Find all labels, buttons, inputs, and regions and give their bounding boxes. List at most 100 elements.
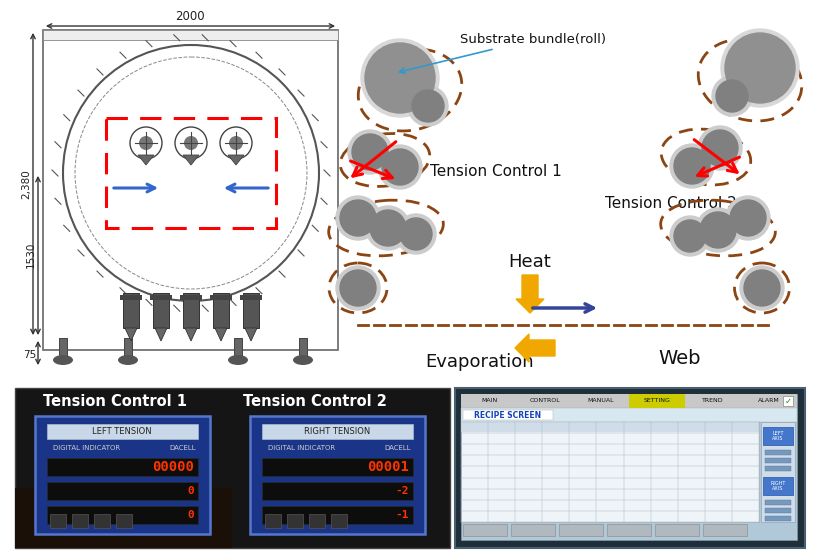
Bar xyxy=(463,524,507,536)
Bar xyxy=(180,295,202,300)
Text: RIGHT TENSION: RIGHT TENSION xyxy=(304,427,370,436)
Bar xyxy=(43,30,338,40)
Circle shape xyxy=(365,43,435,113)
Polygon shape xyxy=(138,155,154,165)
Circle shape xyxy=(716,80,748,112)
Bar xyxy=(761,422,795,522)
Bar xyxy=(213,293,229,328)
Bar xyxy=(331,514,347,528)
Text: 0: 0 xyxy=(187,486,194,496)
Bar xyxy=(265,514,281,528)
Bar xyxy=(124,338,132,356)
Bar xyxy=(765,500,791,505)
Circle shape xyxy=(674,148,710,184)
Bar xyxy=(765,450,791,455)
Bar xyxy=(47,424,198,439)
Bar xyxy=(765,458,791,463)
Polygon shape xyxy=(215,328,227,341)
Circle shape xyxy=(382,149,418,185)
Circle shape xyxy=(336,266,380,310)
Bar xyxy=(299,338,307,356)
Bar xyxy=(783,396,793,406)
Bar xyxy=(47,482,198,500)
Bar xyxy=(511,524,555,536)
Circle shape xyxy=(139,136,153,150)
Bar xyxy=(120,295,142,300)
Text: -2: -2 xyxy=(395,486,409,496)
Text: TREND: TREND xyxy=(703,398,724,403)
Circle shape xyxy=(336,196,380,240)
Circle shape xyxy=(726,196,770,240)
Text: MAIN: MAIN xyxy=(481,398,497,403)
Text: 1530: 1530 xyxy=(26,242,36,268)
Text: Web: Web xyxy=(659,349,701,368)
Bar xyxy=(763,427,793,445)
Circle shape xyxy=(730,200,766,236)
Bar xyxy=(559,524,603,536)
Text: SETTING: SETTING xyxy=(644,398,671,403)
Polygon shape xyxy=(183,155,199,165)
Ellipse shape xyxy=(118,355,138,365)
Bar xyxy=(455,388,805,548)
Text: Tension Control 2: Tension Control 2 xyxy=(243,395,387,410)
Bar xyxy=(94,514,110,528)
Bar xyxy=(262,424,413,439)
Bar xyxy=(765,516,791,521)
Bar xyxy=(123,293,139,328)
Bar xyxy=(240,295,262,300)
Text: Substrate bundle(roll): Substrate bundle(roll) xyxy=(399,33,606,73)
Circle shape xyxy=(408,86,448,126)
Circle shape xyxy=(366,206,410,250)
Bar xyxy=(461,394,797,540)
Circle shape xyxy=(725,33,795,103)
Circle shape xyxy=(361,39,439,117)
Bar xyxy=(250,416,425,534)
Bar xyxy=(765,508,791,513)
Circle shape xyxy=(721,29,799,107)
Bar xyxy=(703,524,747,536)
Bar xyxy=(463,410,553,420)
Polygon shape xyxy=(185,328,197,341)
Bar xyxy=(607,524,651,536)
Circle shape xyxy=(229,136,243,150)
Polygon shape xyxy=(125,328,137,341)
Bar xyxy=(210,295,232,300)
Circle shape xyxy=(744,270,780,306)
Text: MANUAL: MANUAL xyxy=(588,398,615,403)
Bar xyxy=(655,524,699,536)
Bar xyxy=(461,394,797,408)
Bar xyxy=(461,408,797,422)
Bar xyxy=(262,506,413,524)
Bar xyxy=(629,394,685,408)
Circle shape xyxy=(412,90,444,122)
Text: Tension Control 1: Tension Control 1 xyxy=(430,165,562,180)
Circle shape xyxy=(712,76,752,116)
Circle shape xyxy=(184,136,198,150)
Bar xyxy=(106,118,276,228)
Text: DACELL: DACELL xyxy=(385,445,411,451)
Text: DIGITAL INDICATOR: DIGITAL INDICATOR xyxy=(53,445,120,451)
Text: DIGITAL INDICATOR: DIGITAL INDICATOR xyxy=(268,445,335,451)
Circle shape xyxy=(352,134,388,170)
Ellipse shape xyxy=(228,355,248,365)
Bar xyxy=(262,458,413,476)
Text: RECIPE SCREEN: RECIPE SCREEN xyxy=(474,411,541,420)
Text: 0: 0 xyxy=(187,510,194,520)
FancyArrow shape xyxy=(516,275,544,313)
Bar xyxy=(153,293,169,328)
Circle shape xyxy=(396,214,436,254)
Text: RIGHT
AXIS: RIGHT AXIS xyxy=(770,480,786,492)
Circle shape xyxy=(348,130,392,174)
Text: ALARM: ALARM xyxy=(758,398,780,403)
Text: 2,380: 2,380 xyxy=(21,169,31,199)
FancyArrow shape xyxy=(515,334,555,362)
Bar xyxy=(15,488,232,548)
Circle shape xyxy=(696,208,740,252)
Bar xyxy=(262,482,413,500)
Bar xyxy=(43,30,338,350)
Bar xyxy=(461,422,759,522)
Text: 2000: 2000 xyxy=(175,10,205,23)
Text: DACELL: DACELL xyxy=(170,445,196,451)
Bar xyxy=(243,293,259,328)
Text: 75: 75 xyxy=(23,350,36,360)
